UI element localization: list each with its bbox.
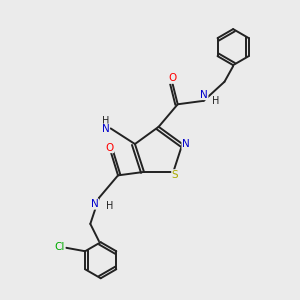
- Text: O: O: [168, 73, 177, 83]
- Text: O: O: [105, 143, 113, 153]
- Text: N: N: [102, 124, 110, 134]
- Text: H: H: [212, 96, 220, 106]
- Text: N: N: [200, 90, 208, 100]
- Text: S: S: [172, 170, 178, 180]
- Text: H: H: [106, 200, 113, 211]
- Text: N: N: [91, 199, 99, 209]
- Text: Cl: Cl: [55, 242, 65, 252]
- Text: N: N: [182, 139, 190, 149]
- Text: H: H: [102, 116, 109, 126]
